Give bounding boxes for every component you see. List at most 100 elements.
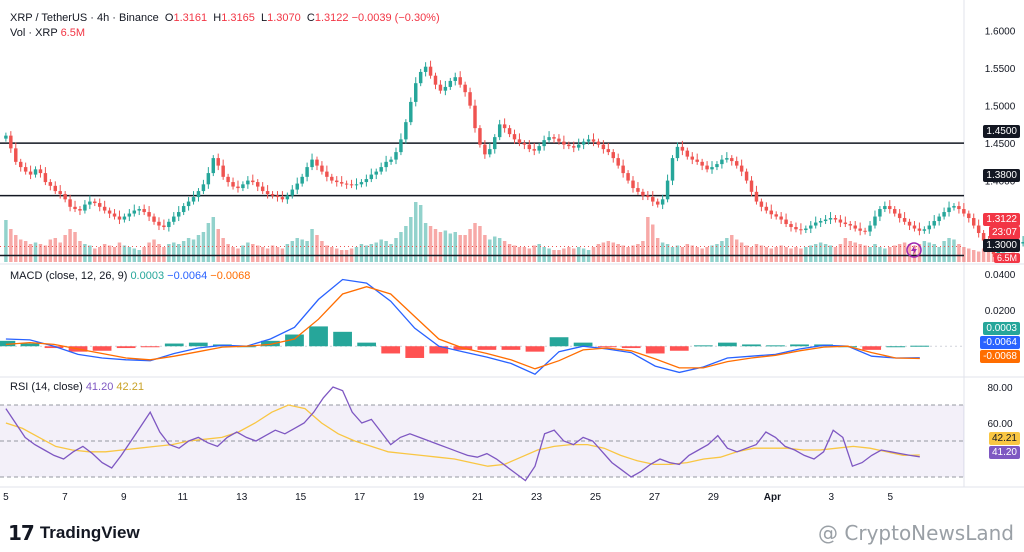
candle-body xyxy=(251,180,255,183)
candle-body xyxy=(779,216,783,220)
volume-bar xyxy=(172,242,176,262)
macd-histogram-bar xyxy=(573,342,593,347)
macd-legend[interactable]: MACD (close, 12, 26, 9) 0.0003 −0.0064 −… xyxy=(10,269,250,283)
candle-body xyxy=(315,159,319,166)
candle-body xyxy=(764,206,769,211)
volume-bar xyxy=(97,247,102,262)
macd-legend-macd: −0.0064 xyxy=(167,270,208,282)
current-price-label: 1.3122 xyxy=(983,213,1020,226)
candle-body xyxy=(932,221,936,226)
date-tick-label: 9 xyxy=(121,492,127,503)
volume-bar xyxy=(665,244,670,262)
rsi-value-label: 41.20 xyxy=(988,446,1020,459)
volume-bar xyxy=(28,244,33,262)
candle-body xyxy=(176,212,181,217)
volume-bar xyxy=(947,238,951,262)
macd-histogram-bar xyxy=(116,346,136,349)
volume-bar xyxy=(433,229,438,262)
volume-legend-value: 6.5M xyxy=(60,27,86,39)
macd-histogram-bar xyxy=(693,345,713,347)
volume-bar xyxy=(315,235,319,262)
candle-body xyxy=(749,180,754,192)
candle-body xyxy=(404,122,408,140)
ohlc-low: L1.3070 xyxy=(258,12,301,24)
volume-bar xyxy=(88,245,92,262)
candle-body xyxy=(606,149,611,153)
tradingview-logo[interactable]: 17 TradingView xyxy=(8,519,140,547)
candle-body xyxy=(414,83,418,102)
date-tick-label: 5 xyxy=(888,492,894,503)
candle-body xyxy=(339,182,344,184)
candle-body xyxy=(853,225,857,229)
candle-body xyxy=(621,165,625,174)
volume-bar xyxy=(483,235,487,262)
date-tick-label: 15 xyxy=(295,492,307,503)
candle-body xyxy=(369,174,374,180)
candle-body xyxy=(280,197,285,200)
candle-body xyxy=(838,219,843,223)
candle-body xyxy=(981,233,986,241)
candle-body xyxy=(586,139,591,142)
macd-histogram-bar xyxy=(92,346,112,351)
level-layer xyxy=(0,142,964,257)
candle-body xyxy=(809,225,813,229)
volume-bar xyxy=(142,247,146,262)
volume-bar xyxy=(927,242,932,262)
macd-histogram-bar xyxy=(766,345,785,347)
candle-body xyxy=(532,149,536,151)
volume-bar xyxy=(823,244,828,262)
volume-bar xyxy=(675,245,680,262)
volume-bar xyxy=(14,235,18,262)
volume-bar xyxy=(962,247,966,262)
symbol-title[interactable]: XRP / TetherUS · 4h · Binance xyxy=(10,12,159,24)
candle-body xyxy=(769,210,774,215)
volume-bar xyxy=(804,247,808,262)
volume-bar xyxy=(991,253,996,262)
candle-body xyxy=(335,180,339,183)
candle-body xyxy=(927,225,932,230)
rsi-legend-ma: 42.21 xyxy=(116,381,144,393)
volume-bar xyxy=(576,247,581,262)
candle-body xyxy=(675,146,680,159)
candle-body xyxy=(660,199,665,205)
volume-bar xyxy=(196,235,201,262)
candle-body xyxy=(868,225,872,232)
volume-bar xyxy=(251,244,255,262)
candle-body xyxy=(572,146,576,148)
candle-body xyxy=(384,161,388,168)
volume-bar xyxy=(374,242,378,262)
volume-bar xyxy=(443,230,448,262)
candle-body xyxy=(354,184,359,186)
candle-body xyxy=(690,156,694,160)
date-tick-label: 7 xyxy=(62,492,68,503)
volume-bar xyxy=(651,224,655,262)
volume-bar xyxy=(43,245,48,262)
volume-bar xyxy=(972,250,976,262)
volume-legend-label[interactable]: Vol · XRP xyxy=(10,27,58,39)
rsi-legend[interactable]: RSI (14, close) 41.20 42.21 xyxy=(10,380,144,394)
volume-bar xyxy=(478,226,482,262)
alert-icon[interactable] xyxy=(906,242,922,258)
volume-bar xyxy=(532,245,536,262)
volume-bar xyxy=(986,250,991,262)
candle-body xyxy=(48,182,53,186)
volume-bar xyxy=(502,241,507,262)
candle-body xyxy=(601,144,606,150)
macd-layer xyxy=(0,278,964,375)
candle-body xyxy=(468,92,472,106)
volume-bar xyxy=(976,251,981,262)
candle-body xyxy=(330,176,334,181)
candle-body xyxy=(246,180,250,185)
volume-bar xyxy=(542,247,546,262)
volume-bar xyxy=(873,244,877,262)
candle-body xyxy=(63,194,67,200)
candle-body xyxy=(364,179,369,183)
candle-body xyxy=(897,213,902,219)
candle-body xyxy=(902,218,907,222)
grid-layer xyxy=(0,0,1024,488)
volume-bar xyxy=(260,247,265,262)
candle-body xyxy=(320,165,324,172)
volume-bar xyxy=(720,241,724,262)
volume-label: 6.5M xyxy=(993,253,1020,263)
